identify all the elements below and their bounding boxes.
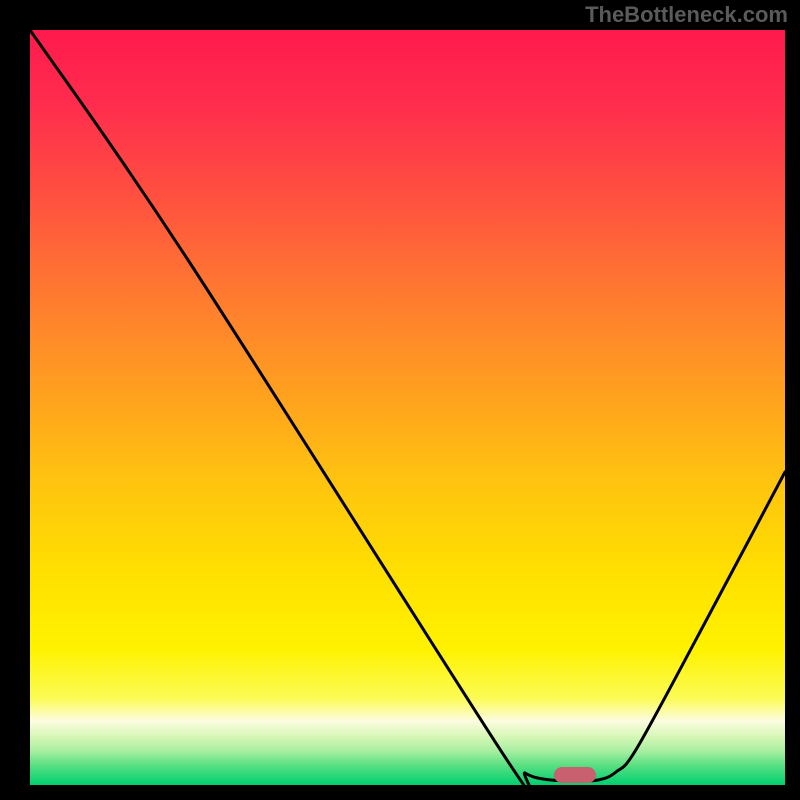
plot-gradient-background — [30, 30, 785, 785]
chart-container: TheBottleneck.com — [0, 0, 800, 800]
watermark-text: TheBottleneck.com — [585, 2, 788, 28]
